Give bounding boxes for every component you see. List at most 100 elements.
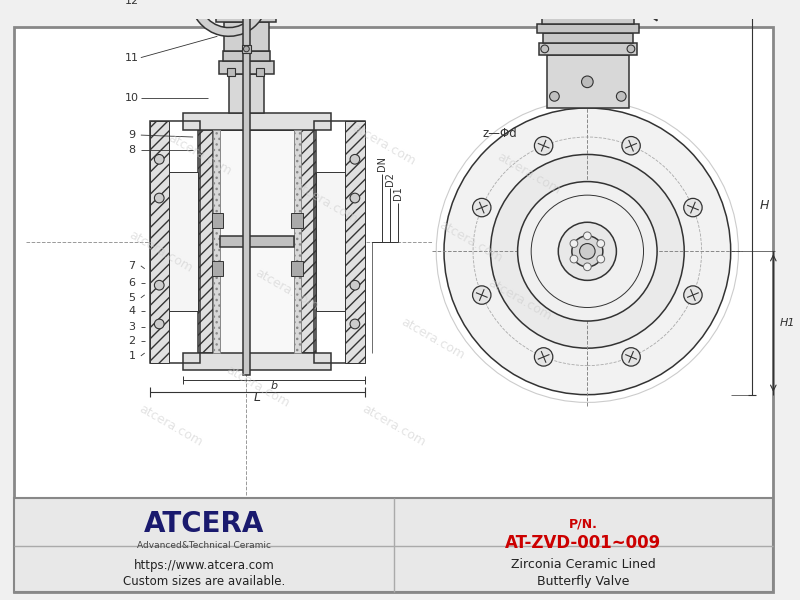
Bar: [14, 499, 774, 592]
Circle shape: [518, 182, 657, 321]
Circle shape: [243, 46, 250, 52]
Bar: [183, 113, 330, 130]
Bar: [294, 130, 301, 353]
Circle shape: [583, 263, 591, 271]
Bar: [546, 55, 629, 108]
Text: atcera.com: atcera.com: [292, 179, 360, 226]
Text: H: H: [760, 199, 769, 212]
Circle shape: [240, 0, 253, 4]
Bar: [183, 353, 330, 370]
Text: D1: D1: [393, 186, 402, 200]
Bar: [214, 130, 220, 353]
Circle shape: [350, 154, 360, 164]
Bar: [220, 2, 273, 10]
Circle shape: [579, 244, 595, 259]
Circle shape: [541, 45, 549, 53]
Text: atcera.com: atcera.com: [437, 218, 505, 265]
Circle shape: [444, 108, 730, 395]
Text: D2: D2: [385, 172, 394, 185]
Text: 8: 8: [129, 145, 136, 155]
Text: atcera.com: atcera.com: [495, 151, 563, 197]
Text: 5: 5: [129, 293, 136, 303]
Text: Custom sizes are available.: Custom sizes are available.: [122, 575, 285, 589]
Bar: [224, 22, 269, 51]
Text: 7: 7: [129, 261, 136, 271]
Bar: [291, 212, 302, 228]
Text: atcera.com: atcera.com: [360, 402, 428, 449]
Bar: [301, 130, 316, 353]
Text: 9: 9: [129, 130, 136, 140]
Circle shape: [570, 239, 578, 247]
Text: atcera.com: atcera.com: [350, 121, 418, 168]
Circle shape: [534, 348, 553, 366]
Circle shape: [684, 199, 702, 217]
Text: atcera.com: atcera.com: [253, 266, 321, 313]
Circle shape: [570, 255, 578, 263]
Bar: [542, 34, 633, 43]
Text: atcera.com: atcera.com: [127, 228, 195, 275]
Bar: [229, 74, 264, 113]
Circle shape: [597, 255, 605, 263]
Bar: [211, 212, 223, 228]
Circle shape: [154, 154, 164, 164]
Text: https://www.atcera.com: https://www.atcera.com: [134, 559, 274, 572]
Text: 1: 1: [129, 351, 136, 361]
Text: 11: 11: [125, 53, 139, 62]
Circle shape: [622, 348, 640, 366]
Text: Zirconia Ceramic Lined: Zirconia Ceramic Lined: [511, 557, 656, 571]
Circle shape: [622, 137, 640, 155]
Bar: [242, 45, 251, 53]
Circle shape: [154, 193, 164, 203]
Text: atcera.com: atcera.com: [166, 131, 234, 178]
Bar: [214, 130, 301, 353]
Text: Advanced&Technical Ceramic: Advanced&Technical Ceramic: [137, 541, 270, 550]
Circle shape: [154, 319, 164, 329]
Bar: [542, 16, 634, 24]
Circle shape: [617, 92, 626, 101]
Circle shape: [473, 199, 491, 217]
Bar: [537, 24, 638, 34]
Bar: [219, 61, 274, 74]
Circle shape: [490, 154, 684, 348]
Circle shape: [550, 92, 559, 101]
Bar: [220, 236, 294, 247]
Text: 12: 12: [125, 0, 139, 7]
Bar: [211, 261, 223, 277]
Bar: [227, 68, 234, 76]
Bar: [539, 43, 637, 55]
Wedge shape: [190, 0, 267, 36]
Text: z—Φd: z—Φd: [482, 127, 518, 140]
Bar: [316, 172, 346, 311]
Text: atcera.com: atcera.com: [398, 315, 466, 362]
Bar: [150, 121, 169, 363]
Bar: [223, 51, 270, 61]
Bar: [291, 261, 302, 277]
Text: 4: 4: [129, 307, 136, 316]
Circle shape: [231, 0, 262, 13]
Circle shape: [350, 319, 360, 329]
Text: 6: 6: [129, 278, 136, 288]
Bar: [242, 0, 250, 375]
Bar: [150, 121, 200, 363]
Circle shape: [350, 193, 360, 203]
Circle shape: [558, 222, 617, 280]
Polygon shape: [636, 0, 657, 21]
Text: atcera.com: atcera.com: [486, 277, 554, 323]
Circle shape: [627, 45, 635, 53]
Circle shape: [684, 286, 702, 304]
Bar: [256, 68, 264, 76]
Text: L: L: [254, 391, 261, 404]
Circle shape: [154, 280, 164, 290]
Text: DN: DN: [377, 156, 387, 171]
Text: atcera.com: atcera.com: [224, 364, 292, 410]
Circle shape: [572, 236, 603, 267]
Text: Butterfly Valve: Butterfly Valve: [538, 575, 630, 589]
Text: AT-ZVD-001~009: AT-ZVD-001~009: [506, 535, 662, 553]
Circle shape: [583, 232, 591, 239]
Circle shape: [473, 286, 491, 304]
Text: H1: H1: [780, 318, 795, 328]
Text: 2: 2: [129, 337, 136, 346]
Text: ATCERA: ATCERA: [144, 509, 264, 538]
Bar: [216, 10, 277, 22]
Bar: [314, 121, 365, 363]
